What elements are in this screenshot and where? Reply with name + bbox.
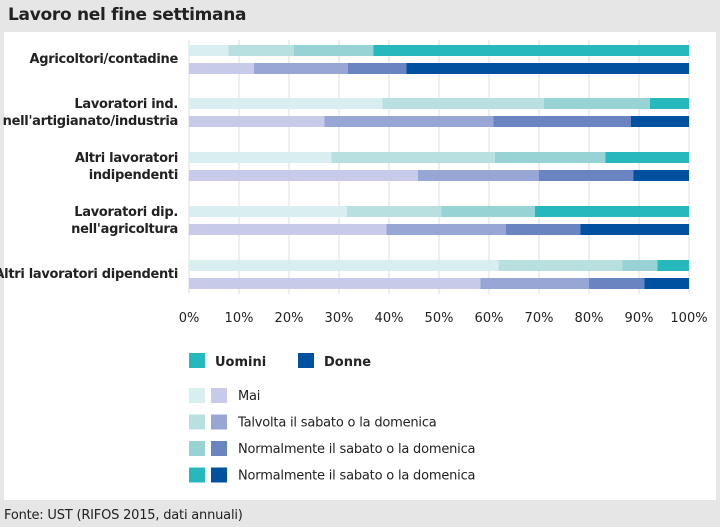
legend-label: Mai (238, 389, 260, 404)
bar-segment (657, 260, 689, 271)
x-tick-label: 10% (225, 311, 254, 326)
category-label: nell'artigianato/industria (3, 114, 178, 129)
bar-segment (441, 206, 535, 217)
bar-segment (347, 206, 442, 217)
bar-segment (418, 170, 539, 181)
bar-segment (498, 260, 623, 271)
legend-swatch (189, 467, 205, 483)
category-label: Altri lavoratori dipendenti (0, 267, 178, 282)
bar-segment (189, 152, 332, 163)
legend-swatch (211, 467, 227, 483)
bar-segment (189, 260, 499, 271)
legend-swatch-donne (298, 353, 314, 368)
bar-segment (189, 63, 254, 74)
x-tick-label: 0% (179, 311, 200, 326)
bar-segment (605, 152, 689, 163)
legend-label: Normalmente il sabato o la domenica (238, 469, 475, 484)
x-tick-label: 50% (425, 311, 454, 326)
bar-segment (189, 116, 325, 127)
bar-segment (539, 170, 634, 181)
bar-segment (406, 63, 689, 74)
bar-segment (544, 98, 650, 109)
bar-segment (495, 152, 606, 163)
bar-segment (189, 278, 481, 289)
bar-segment (633, 170, 689, 181)
x-tick-label: 80% (575, 311, 604, 326)
bar-segment (189, 206, 347, 217)
bar-segment (189, 45, 229, 56)
bar-segment (254, 63, 348, 74)
x-tick-label: 40% (375, 311, 404, 326)
x-tick-label: 90% (625, 311, 654, 326)
category-label: Lavoratori ind. (74, 97, 178, 112)
bar-segment (535, 206, 689, 217)
legend-swatch-uomini (189, 353, 205, 368)
bar-segment (580, 224, 689, 235)
x-tick-label: 70% (525, 311, 554, 326)
bar-segment (373, 45, 689, 56)
bar-segment (480, 278, 589, 289)
category-label: indipendenti (89, 168, 178, 183)
source-note: Fonte: UST (RIFOS 2015, dati annuali) (4, 508, 243, 523)
legend-swatch (211, 388, 227, 403)
legend-swatch (189, 414, 205, 430)
bar-segment (650, 98, 689, 109)
x-tick-label: 20% (275, 311, 304, 326)
x-tick-label: 100% (670, 311, 707, 326)
legend-label: Normalmente il sabato o la domenica (238, 442, 475, 457)
category-label: Lavoratori dip. (74, 205, 178, 220)
bar-segment (622, 260, 658, 271)
bar-segment (493, 116, 631, 127)
bar-segment (348, 63, 407, 74)
bar-segment (331, 152, 495, 163)
page-title: Lavoro nel fine settimana (8, 5, 247, 25)
bar-segment (294, 45, 374, 56)
category-label: nell'agricoltura (71, 222, 178, 237)
bar-segment (382, 98, 544, 109)
bar-segment (644, 278, 689, 289)
legend-swatch (211, 414, 227, 430)
legend-label: Talvolta il sabato o la domenica (237, 416, 437, 431)
category-label: Altri lavoratori (75, 151, 178, 166)
bar-segment (589, 278, 645, 289)
legend-swatch (189, 441, 205, 456)
bar-segment (324, 116, 494, 127)
category-label: Agricoltori/contadine (29, 52, 178, 67)
legend-swatch (211, 441, 227, 456)
x-tick-label: 60% (475, 311, 504, 326)
legend-label-uomini: Uomini (215, 355, 266, 370)
bar-segment (506, 224, 581, 235)
x-tick-label: 30% (325, 311, 354, 326)
bar-segment (189, 98, 383, 109)
bar-segment (189, 224, 387, 235)
bar-segment (189, 170, 418, 181)
legend-swatch (189, 388, 205, 403)
bar-segment (228, 45, 294, 56)
bar-segment (631, 116, 689, 127)
bar-segment (386, 224, 506, 235)
legend-label-donne: Donne (324, 355, 371, 370)
